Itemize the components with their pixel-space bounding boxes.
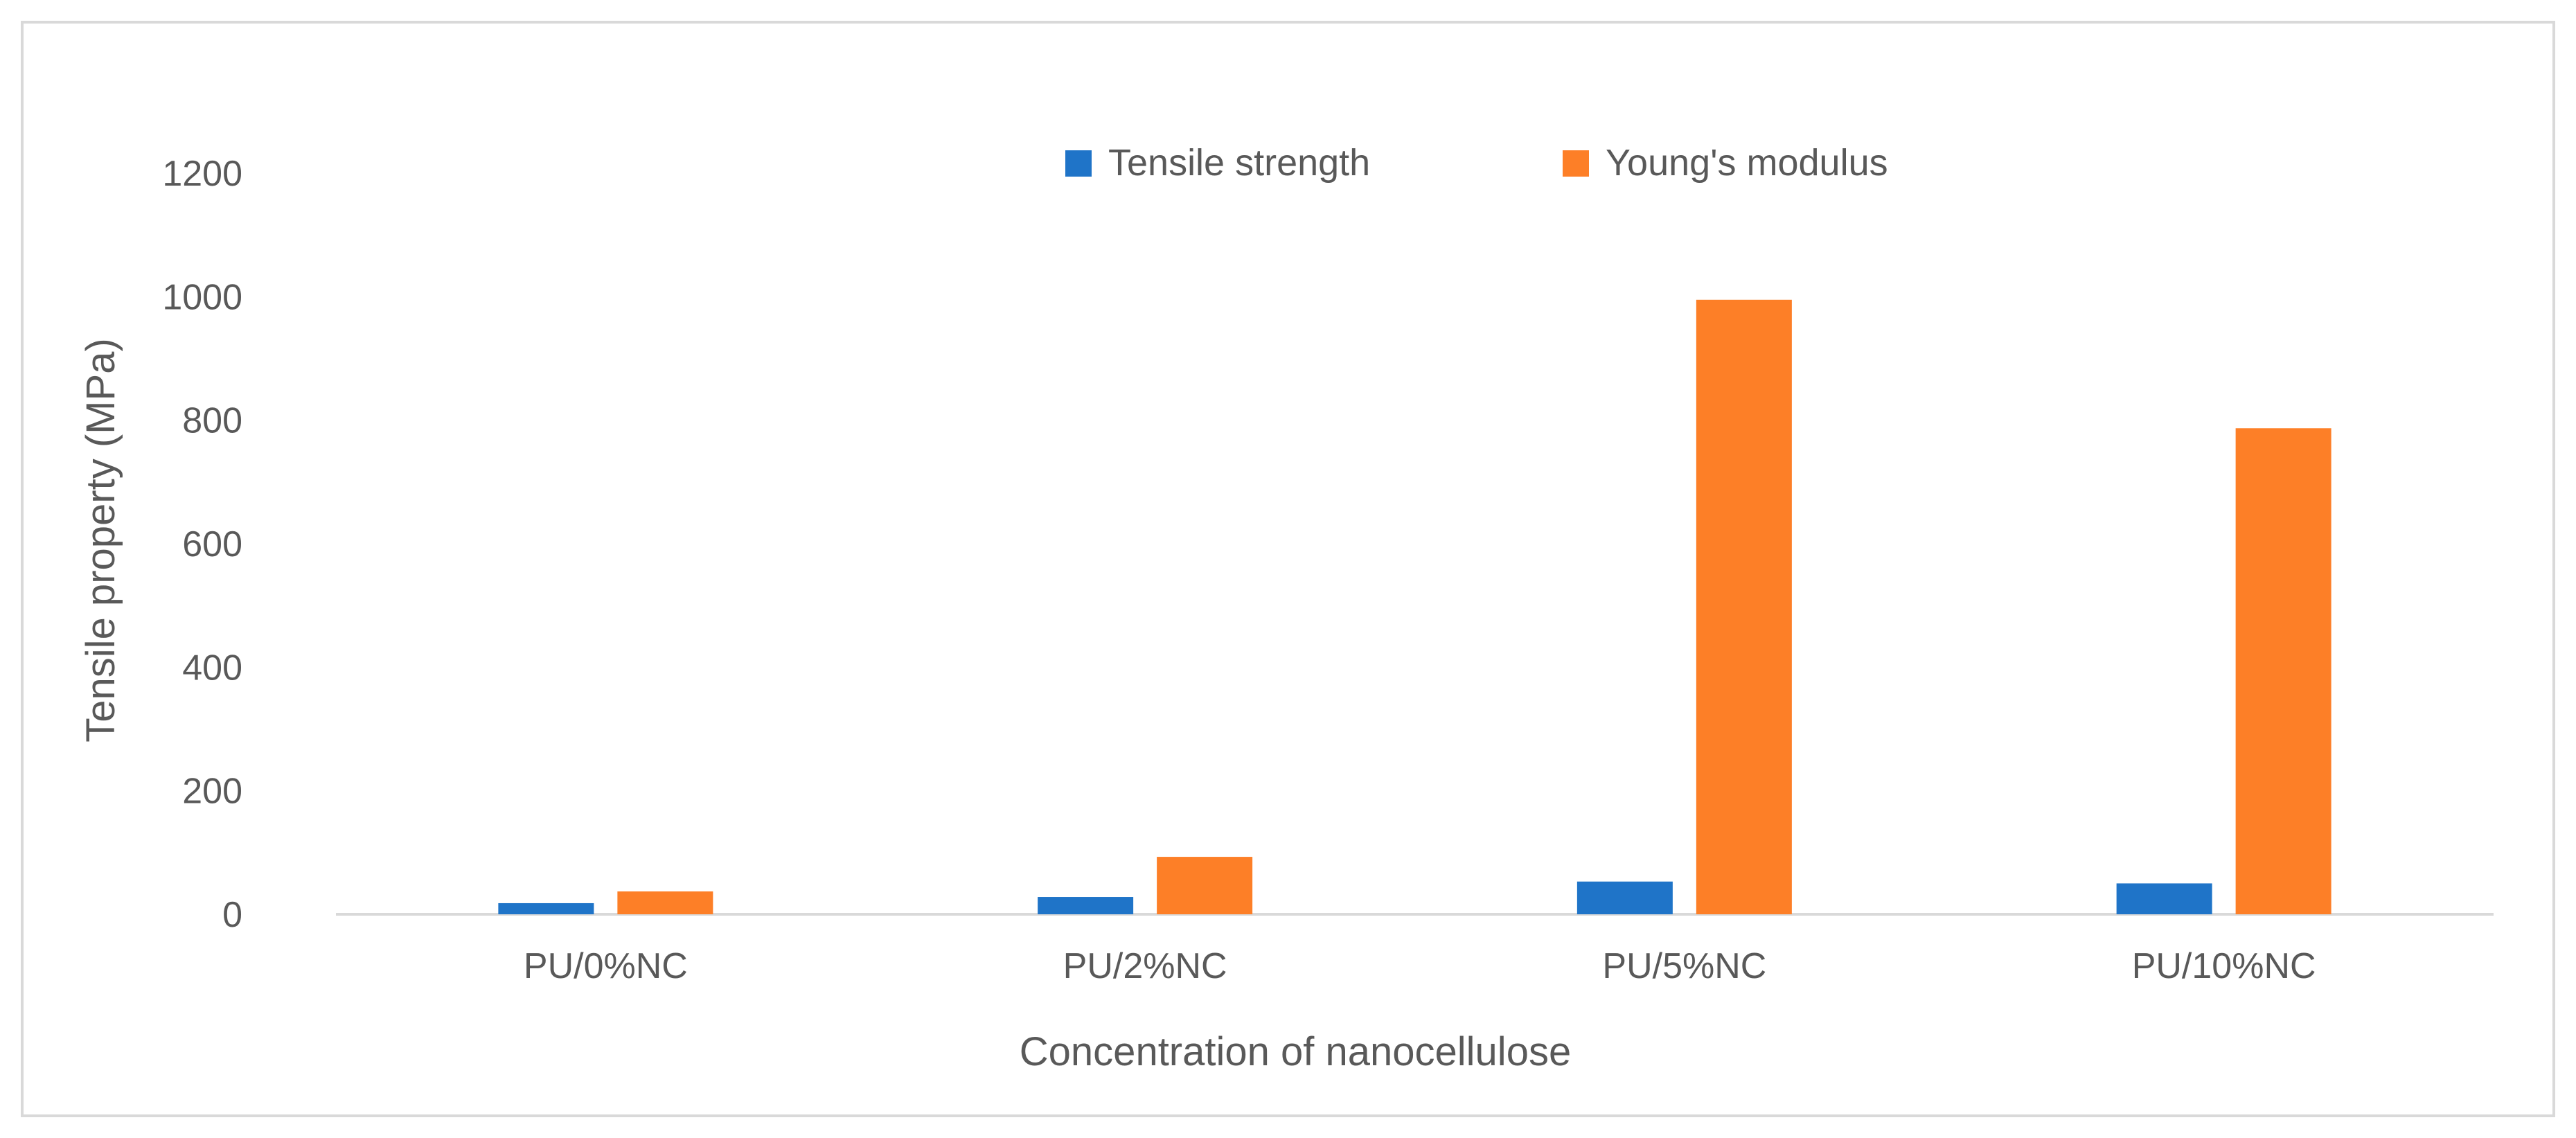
bar-tensile-strength bbox=[2116, 883, 2212, 914]
bar-tensile-strength bbox=[1038, 897, 1134, 914]
y-tick-label: 400 bbox=[182, 648, 242, 688]
y-tick-label: 1000 bbox=[162, 277, 242, 317]
x-tick-label: PU/2%NC bbox=[1063, 946, 1227, 986]
x-tick-label: PU/10%NC bbox=[2132, 946, 2316, 986]
y-tick-label: 1200 bbox=[162, 154, 242, 194]
bar-youngs-modulus bbox=[2235, 428, 2331, 914]
x-tick-label: PU/5%NC bbox=[1602, 946, 1766, 986]
x-axis-ticks: PU/0%NC PU/2%NC PU/5%NC PU/10%NC bbox=[524, 946, 2316, 986]
legend: Tensile strength Young's modulus bbox=[1065, 142, 1888, 184]
bar-tensile-strength bbox=[498, 903, 594, 914]
chart-frame bbox=[21, 21, 2555, 1117]
y-tick-label: 600 bbox=[182, 524, 242, 564]
bar-youngs-modulus bbox=[617, 891, 713, 914]
bars bbox=[498, 299, 2331, 915]
legend-swatch-youngs-modulus bbox=[1563, 150, 1589, 177]
bar-youngs-modulus bbox=[1157, 857, 1253, 914]
legend-label-tensile-strength: Tensile strength bbox=[1108, 142, 1370, 184]
y-tick-label: 800 bbox=[182, 401, 242, 441]
bar-tensile-strength bbox=[1576, 881, 1673, 914]
legend-swatch-tensile-strength bbox=[1065, 150, 1092, 177]
y-axis-ticks: 0 200 400 600 800 1000 1200 bbox=[162, 154, 242, 935]
y-axis-title: Tensile property (MPa) bbox=[78, 338, 123, 742]
x-axis-title: Concentration of nanocellulose bbox=[1020, 1029, 1571, 1074]
y-tick-label: 200 bbox=[182, 772, 242, 812]
legend-label-youngs-modulus: Young's modulus bbox=[1606, 142, 1888, 184]
x-tick-label: PU/0%NC bbox=[524, 946, 688, 986]
y-tick-label: 0 bbox=[222, 895, 242, 935]
bar-youngs-modulus bbox=[1696, 299, 1792, 915]
